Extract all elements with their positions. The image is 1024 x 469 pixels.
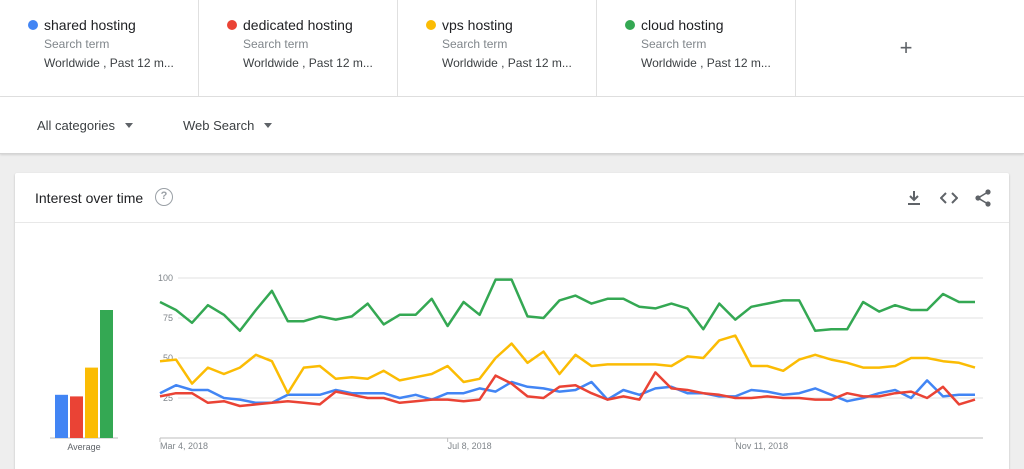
term-scope: Worldwide , Past 12 m... xyxy=(44,56,174,70)
term-vps-hosting[interactable]: vps hosting Search term Worldwide , Past… xyxy=(398,0,597,97)
term-dedicated-hosting[interactable]: dedicated hosting Search term Worldwide … xyxy=(199,0,398,97)
download-icon[interactable] xyxy=(904,188,924,208)
term-name: dedicated hosting xyxy=(243,17,353,33)
card-title: Interest over time xyxy=(35,190,144,206)
embed-code-icon[interactable] xyxy=(939,188,959,208)
term-scope: Worldwide , Past 12 m... xyxy=(442,56,572,70)
series-color-dot xyxy=(227,20,237,30)
term-type: Search term xyxy=(243,37,309,51)
term-type: Search term xyxy=(442,37,508,51)
share-icon[interactable] xyxy=(973,188,993,208)
caret-down-icon xyxy=(264,123,273,128)
category-dropdown[interactable]: All categories xyxy=(37,118,134,133)
series-color-dot xyxy=(28,20,38,30)
card-header: Interest over time ? xyxy=(15,173,1009,223)
search-type-dropdown[interactable]: Web Search xyxy=(183,118,273,133)
filters-bar: All categories Web Search xyxy=(0,97,1024,154)
term-shared-hosting[interactable]: shared hosting Search term Worldwide , P… xyxy=(0,0,199,97)
interest-over-time-card: Interest over time ? xyxy=(15,173,1009,469)
term-scope: Worldwide , Past 12 m... xyxy=(641,56,771,70)
search-terms-bar: shared hosting Search term Worldwide , P… xyxy=(0,0,1024,97)
series-color-dot xyxy=(625,20,635,30)
term-type: Search term xyxy=(641,37,707,51)
help-icon[interactable]: ? xyxy=(155,188,173,206)
term-name: vps hosting xyxy=(442,17,513,33)
term-name: shared hosting xyxy=(44,17,136,33)
add-comparison-button[interactable]: + xyxy=(796,0,1024,96)
caret-down-icon xyxy=(125,123,134,128)
plus-icon: + xyxy=(899,35,913,60)
term-type: Search term xyxy=(44,37,110,51)
term-scope: Worldwide , Past 12 m... xyxy=(243,56,373,70)
term-name: cloud hosting xyxy=(641,17,724,33)
series-color-dot xyxy=(426,20,436,30)
term-cloud-hosting[interactable]: cloud hosting Search term Worldwide , Pa… xyxy=(597,0,796,97)
category-label: All categories xyxy=(37,118,116,133)
search-type-label: Web Search xyxy=(183,118,255,133)
